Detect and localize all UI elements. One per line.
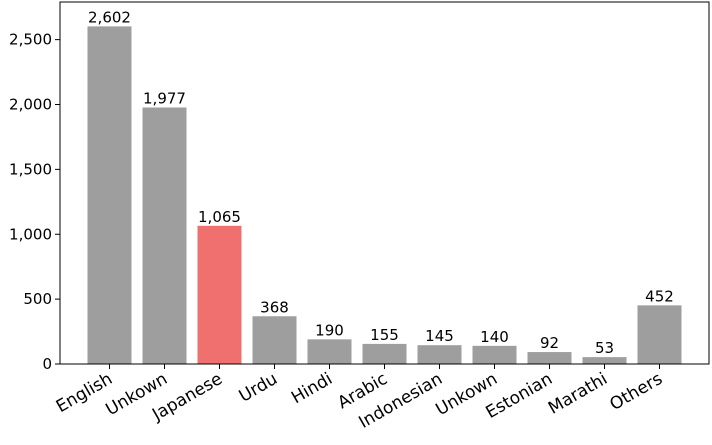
value-label: 2,602 (88, 8, 131, 26)
value-label: 368 (260, 298, 289, 316)
bar (142, 107, 187, 364)
value-label: 155 (370, 326, 399, 344)
bar (472, 345, 517, 364)
y-tick-label: 2,500 (9, 31, 52, 49)
bar (252, 316, 297, 364)
bar (637, 305, 682, 364)
value-label: 92 (540, 334, 559, 352)
bar (362, 343, 407, 364)
x-tick-label: Urdu (236, 369, 281, 407)
value-label: 190 (315, 321, 344, 339)
plot-frame (59, 1, 710, 365)
y-tick-label: 1,500 (9, 160, 52, 178)
x-tick-label: Hindi (288, 369, 336, 408)
bar (582, 357, 627, 364)
bar (307, 339, 352, 364)
value-label: 145 (425, 327, 454, 345)
y-tick-label: 0 (42, 355, 52, 373)
y-tick-label: 2,000 (9, 96, 52, 114)
value-label: 1,065 (198, 208, 241, 226)
bar (87, 26, 132, 365)
value-label: 452 (645, 287, 674, 305)
value-label: 53 (595, 339, 614, 357)
y-tick-label: 1,000 (9, 225, 52, 243)
x-tick-label: Others (607, 369, 667, 415)
value-label: 1,977 (143, 89, 186, 107)
x-tick-label: Marathi (545, 369, 611, 419)
bar (527, 352, 572, 364)
bar (417, 345, 462, 364)
y-tick-label: 500 (23, 290, 52, 308)
bar (197, 225, 242, 364)
value-label: 140 (480, 328, 509, 346)
